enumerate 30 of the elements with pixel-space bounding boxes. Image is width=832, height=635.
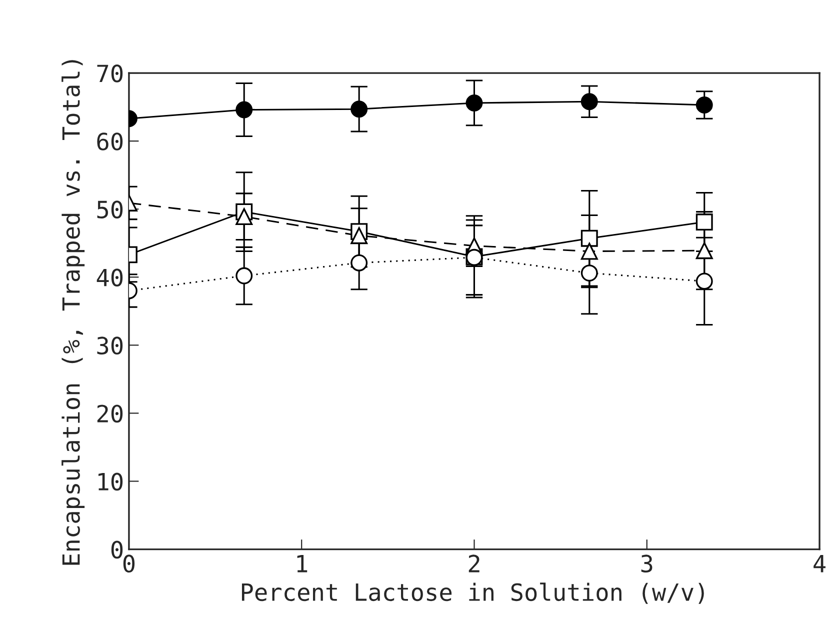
point [696, 242, 713, 260]
point [350, 254, 368, 272]
y-tick-label: 20 [97, 404, 123, 423]
x-tick-label: 3 [641, 554, 652, 573]
point [350, 227, 368, 244]
y-tick-label: 30 [97, 336, 123, 355]
point [236, 208, 253, 226]
x-tick-label: 4 [814, 554, 826, 572]
x-axis-title: Percent Lactose in Solution (w/v) [242, 582, 704, 604]
x-tick-label: 2 [468, 554, 480, 572]
point [696, 96, 713, 114]
x-tick-label: 0 [123, 554, 135, 573]
point [696, 214, 713, 230]
point [466, 94, 483, 112]
point [580, 93, 598, 110]
y-tick-label: 60 [97, 132, 123, 150]
y-tick-label: 50 [97, 200, 123, 218]
y-tick-label: 40 [96, 268, 123, 286]
y-tick-label: 0 [111, 540, 123, 559]
point [236, 101, 253, 118]
y-axis-title: Encapsulation (%, Trapped vs. Total) [62, 60, 85, 565]
point [580, 230, 598, 247]
x-tick-label: 1 [297, 554, 308, 572]
point [350, 100, 368, 118]
point [236, 267, 253, 284]
y-tick-label: 10 [98, 472, 123, 491]
point [696, 272, 713, 290]
y-tick-label: 70 [97, 64, 123, 82]
point [580, 264, 598, 282]
point [580, 242, 598, 260]
